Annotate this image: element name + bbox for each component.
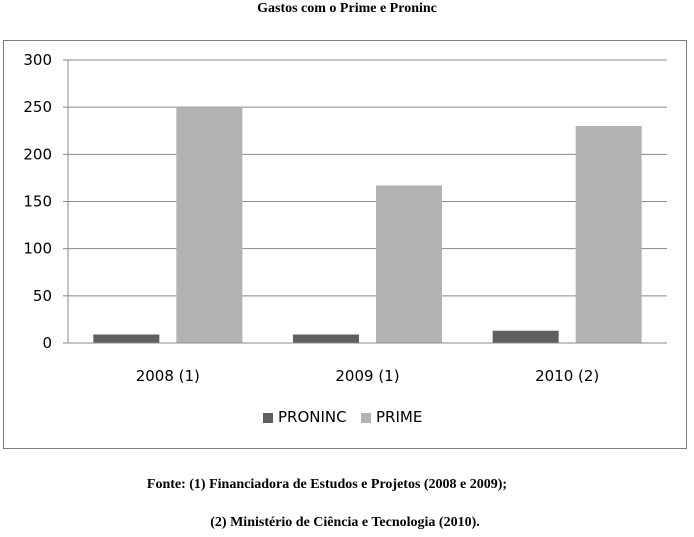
source-line-1: Fonte: (1) Financiadora de Estudos e Pro… bbox=[146, 477, 508, 492]
legend-label-prime: PRIME bbox=[376, 408, 422, 426]
legend-label-proninc: PRONINC bbox=[278, 408, 347, 426]
y-tick-label: 0 bbox=[42, 334, 52, 352]
source-line-2: (2) Ministério de Ciência e Tecnologia (… bbox=[210, 515, 480, 530]
x-category-label: 2008 (1) bbox=[136, 367, 200, 385]
axes bbox=[67, 60, 667, 344]
bar-proninc-2 bbox=[492, 330, 559, 343]
y-axis-ticks: 0 50 100 150 200 250 300 bbox=[23, 51, 68, 352]
y-tick-label: 200 bbox=[23, 145, 52, 163]
y-tick-label: 300 bbox=[23, 51, 52, 69]
bar-prime-0 bbox=[176, 107, 243, 344]
x-category-label: 2010 (2) bbox=[535, 367, 599, 385]
y-tick-label: 150 bbox=[23, 193, 52, 211]
bar-proninc-1 bbox=[293, 334, 359, 343]
x-category-label: 2009 (1) bbox=[335, 367, 399, 385]
bars bbox=[93, 107, 642, 344]
legend: PRONINC PRIME bbox=[263, 408, 422, 426]
x-axis-labels: 2008 (1) 2009 (1) 2010 (2) bbox=[136, 367, 600, 385]
y-tick-label: 50 bbox=[33, 287, 52, 305]
legend-swatch-prime bbox=[361, 413, 371, 423]
bar-proninc-0 bbox=[93, 334, 160, 343]
legend-swatch-proninc bbox=[263, 413, 273, 423]
y-tick-label: 100 bbox=[23, 240, 52, 258]
gridlines bbox=[68, 59, 667, 297]
bar-prime-2 bbox=[575, 126, 642, 344]
y-tick-label: 250 bbox=[23, 98, 52, 116]
chart-title: Gastos com o Prime e Proninc bbox=[257, 1, 437, 16]
chart-frame bbox=[3, 40, 687, 449]
bar-prime-1 bbox=[376, 185, 442, 343]
